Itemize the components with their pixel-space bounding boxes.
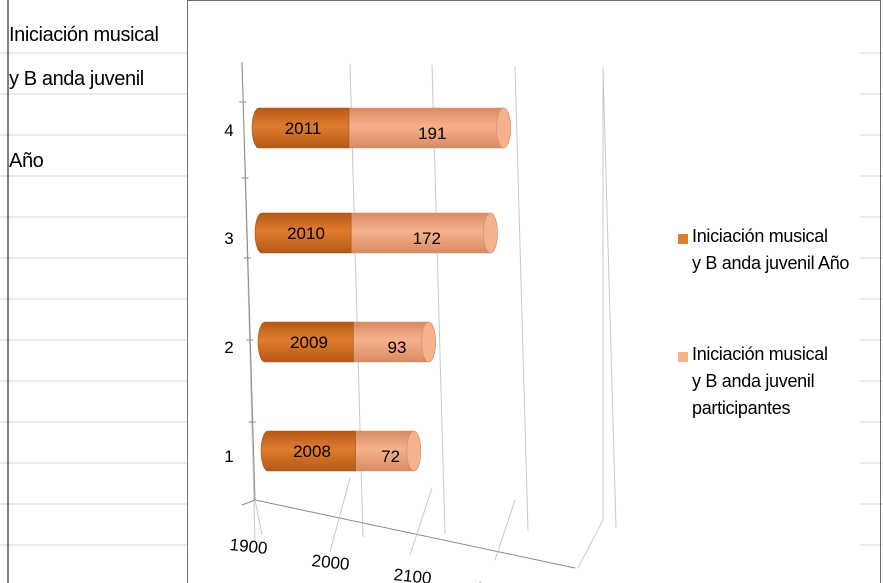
data-label-year: 2011: [285, 119, 322, 138]
legend-label-participants-line-2: y B anda juvenil: [692, 371, 815, 391]
legend-swatch-participants: [678, 352, 688, 362]
data-label-participants: 191: [418, 124, 446, 143]
legend-label-year-line-1: Iniciación musical: [692, 226, 828, 246]
data-label-year: 2008: [293, 442, 331, 461]
bar-participants-end: [483, 212, 498, 254]
chart-area[interactable]: [187, 0, 881, 583]
x-tick-label: 2000: [311, 551, 351, 574]
floor-grid-line: [254, 499, 263, 536]
data-label-year: 2010: [287, 224, 325, 243]
data-label-participants: 172: [413, 229, 441, 248]
bar-year: [254, 212, 352, 254]
bar-participants-end: [421, 321, 436, 363]
cell-a1[interactable]: Iniciación musical: [9, 24, 159, 46]
data-label-year: 2009: [290, 333, 328, 352]
legend-swatch-year: [678, 234, 688, 244]
floor-grid-line: [494, 499, 516, 561]
cell-a2[interactable]: y B anda juvenil: [9, 68, 144, 90]
floor-edge: [577, 519, 604, 569]
legend-label-year: Iniciación musical y B anda juvenil Año: [692, 223, 849, 277]
x-tick-label: 1900: [229, 535, 269, 558]
legend-label-participants-line-1: Iniciación musical: [692, 344, 828, 364]
bar-year: [260, 430, 356, 472]
y-tick-label: 4: [224, 121, 233, 140]
grid-line-x: [602, 67, 617, 529]
x-tick-label: 2100: [393, 565, 433, 583]
y-tick-label: 2: [224, 338, 233, 357]
axis-corner: [241, 499, 256, 506]
legend-label-participants-line-3: participantes: [692, 398, 791, 418]
y-tick-label: 1: [224, 447, 233, 466]
grid-line-x: [514, 66, 529, 532]
bar-year: [257, 321, 354, 363]
floor-grid-line: [409, 487, 433, 556]
bar-participants-end: [496, 107, 511, 149]
floor-grid-line: [329, 477, 351, 553]
x-axis-line: [254, 499, 576, 569]
data-label-participants: 93: [387, 338, 406, 357]
x-tick-label: 2200: [475, 579, 515, 583]
bar-year: [251, 107, 350, 149]
data-label-participants: 72: [381, 447, 400, 466]
bar-participants-end: [406, 430, 422, 472]
legend-label-year-line-2: y B anda juvenil Año: [692, 253, 850, 273]
y-axis-line: [241, 61, 256, 501]
legend-label-participants: Iniciación musical y B anda juvenil part…: [692, 341, 828, 422]
cell-a3[interactable]: Año: [9, 150, 44, 172]
y-tick-label: 3: [224, 229, 233, 248]
